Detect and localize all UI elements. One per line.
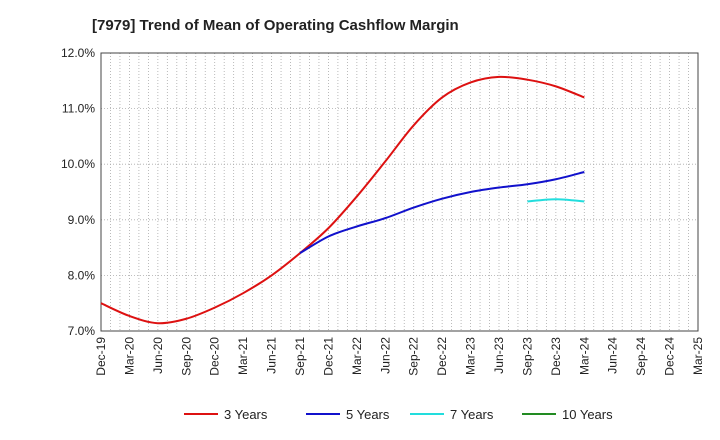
x-tick-label: Mar-23 xyxy=(464,337,478,375)
x-axis: Dec-19 Mar-20 Jun-20 Sep-20 Dec-20 Mar-21 Jun-… xyxy=(94,337,705,376)
x-tick-label: Sep-21 xyxy=(293,337,307,376)
x-tick-label: Mar-22 xyxy=(350,337,364,375)
x-tick-label: Sep-24 xyxy=(634,337,648,376)
x-tick-label: Dec-21 xyxy=(321,337,335,376)
x-tick-label: Dec-24 xyxy=(663,337,677,376)
series-line-3-years xyxy=(100,75,585,325)
x-tick-label: Mar-21 xyxy=(236,337,250,375)
x-tick-label: Dec-22 xyxy=(435,337,449,376)
x-tick-label: Mar-25 xyxy=(691,337,705,375)
x-tick-label: Sep-22 xyxy=(407,337,421,376)
y-tick-label: 7.0% xyxy=(68,324,96,338)
y-tick-label: 11.0% xyxy=(62,102,95,116)
x-tick-label: Mar-24 xyxy=(577,337,591,375)
x-tick-label: Dec-20 xyxy=(208,337,222,376)
y-tick-label: 9.0% xyxy=(68,213,96,227)
x-tick-label: Sep-23 xyxy=(520,337,534,376)
y-tick-label: 12.0% xyxy=(61,46,95,60)
series-lines xyxy=(100,75,585,325)
legend-label: 3 Years xyxy=(224,407,268,422)
x-tick-label: Sep-20 xyxy=(179,337,193,376)
y-axis: 7.0% 8.0% 9.0% 10.0% 11.0% 12.0% xyxy=(61,46,95,338)
x-tick-label: Jun-23 xyxy=(492,337,506,374)
series-line-5-years xyxy=(299,171,585,255)
x-tick-label: Jun-22 xyxy=(378,337,392,374)
x-tick-label: Dec-23 xyxy=(549,337,563,376)
chart-title: [7979] Trend of Mean of Operating Cashfl… xyxy=(92,17,459,34)
x-tick-label: Jun-20 xyxy=(151,337,165,374)
legend-label: 10 Years xyxy=(562,407,613,422)
y-tick-label: 10.0% xyxy=(61,157,95,171)
x-tick-label: Jun-21 xyxy=(265,337,279,374)
x-tick-label: Mar-20 xyxy=(122,337,136,375)
legend-label: 7 Years xyxy=(450,407,494,422)
y-tick-label: 8.0% xyxy=(68,268,96,282)
x-tick-label: Jun-24 xyxy=(606,337,620,374)
legend: 3 Years 5 Years 7 Years 10 Years xyxy=(184,407,613,422)
series-line-7-years xyxy=(527,198,585,203)
legend-label: 5 Years xyxy=(346,407,390,422)
x-tick-label: Dec-19 xyxy=(94,337,108,376)
plot-frame xyxy=(100,52,699,332)
grid xyxy=(100,52,699,332)
